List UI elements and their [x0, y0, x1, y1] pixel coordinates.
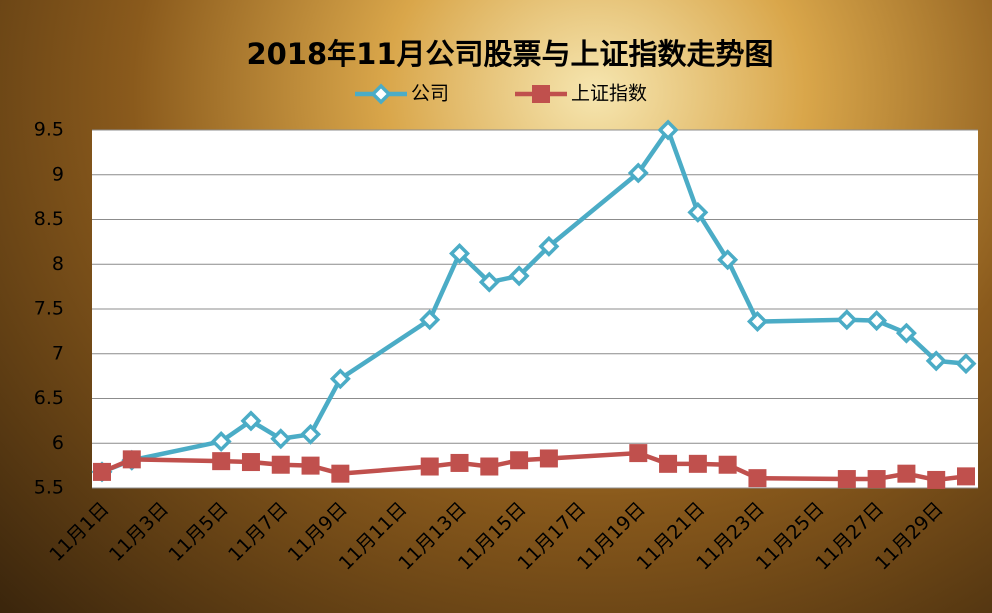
- point: [302, 457, 320, 475]
- y-tick-label: 6: [52, 432, 64, 454]
- chart-title: 2018年11月公司股票与上证指数走势图: [246, 37, 773, 71]
- point: [540, 449, 558, 467]
- y-tick-label: 7.5: [34, 298, 64, 320]
- point: [421, 458, 439, 476]
- legend-label: 上证指数: [571, 83, 647, 105]
- point: [480, 458, 498, 476]
- point: [838, 470, 856, 488]
- x-tick-label: 11月1日: [45, 498, 113, 566]
- point: [659, 455, 677, 473]
- point: [719, 456, 737, 474]
- point: [897, 465, 915, 483]
- legend-marker: [532, 85, 550, 103]
- legend-marker: [373, 86, 389, 102]
- point: [868, 470, 886, 488]
- point: [93, 463, 111, 481]
- point: [748, 469, 766, 487]
- x-tick-label: 11月7日: [224, 498, 292, 566]
- y-tick-label: 9.5: [34, 119, 64, 141]
- point: [451, 454, 469, 472]
- x-tick-label: 11月5日: [165, 498, 233, 566]
- point: [272, 456, 290, 474]
- point: [212, 452, 230, 470]
- point: [957, 467, 975, 485]
- x-tick-label: 11月3日: [105, 498, 173, 566]
- chart-container: 2018年11月公司股票与上证指数走势图 5.5 6 6.5 7 7.5 8 8.5 9 9.5…: [0, 0, 992, 613]
- point: [331, 465, 349, 483]
- point: [689, 455, 707, 473]
- point: [242, 453, 260, 471]
- legend-label: 公司: [411, 83, 449, 105]
- y-tick-label: 6.5: [34, 387, 64, 409]
- y-tick-label: 9: [52, 163, 64, 185]
- point: [123, 450, 141, 468]
- chart: 2018年11月公司股票与上证指数走势图 5.5 6 6.5 7 7.5 8 8.5 9 9.5…: [0, 0, 992, 613]
- point: [510, 451, 528, 469]
- y-tick-label: 7: [52, 342, 64, 364]
- point: [629, 444, 647, 462]
- y-tick-label: 8: [52, 253, 64, 275]
- y-tick-label: 5.5: [34, 477, 64, 499]
- y-tick-label: 8.5: [34, 208, 64, 230]
- point: [927, 471, 945, 489]
